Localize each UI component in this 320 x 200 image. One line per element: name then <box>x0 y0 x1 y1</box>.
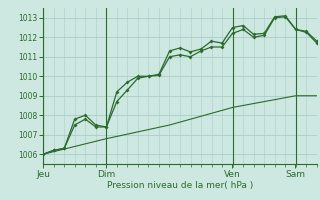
X-axis label: Pression niveau de la mer( hPa ): Pression niveau de la mer( hPa ) <box>107 181 253 190</box>
